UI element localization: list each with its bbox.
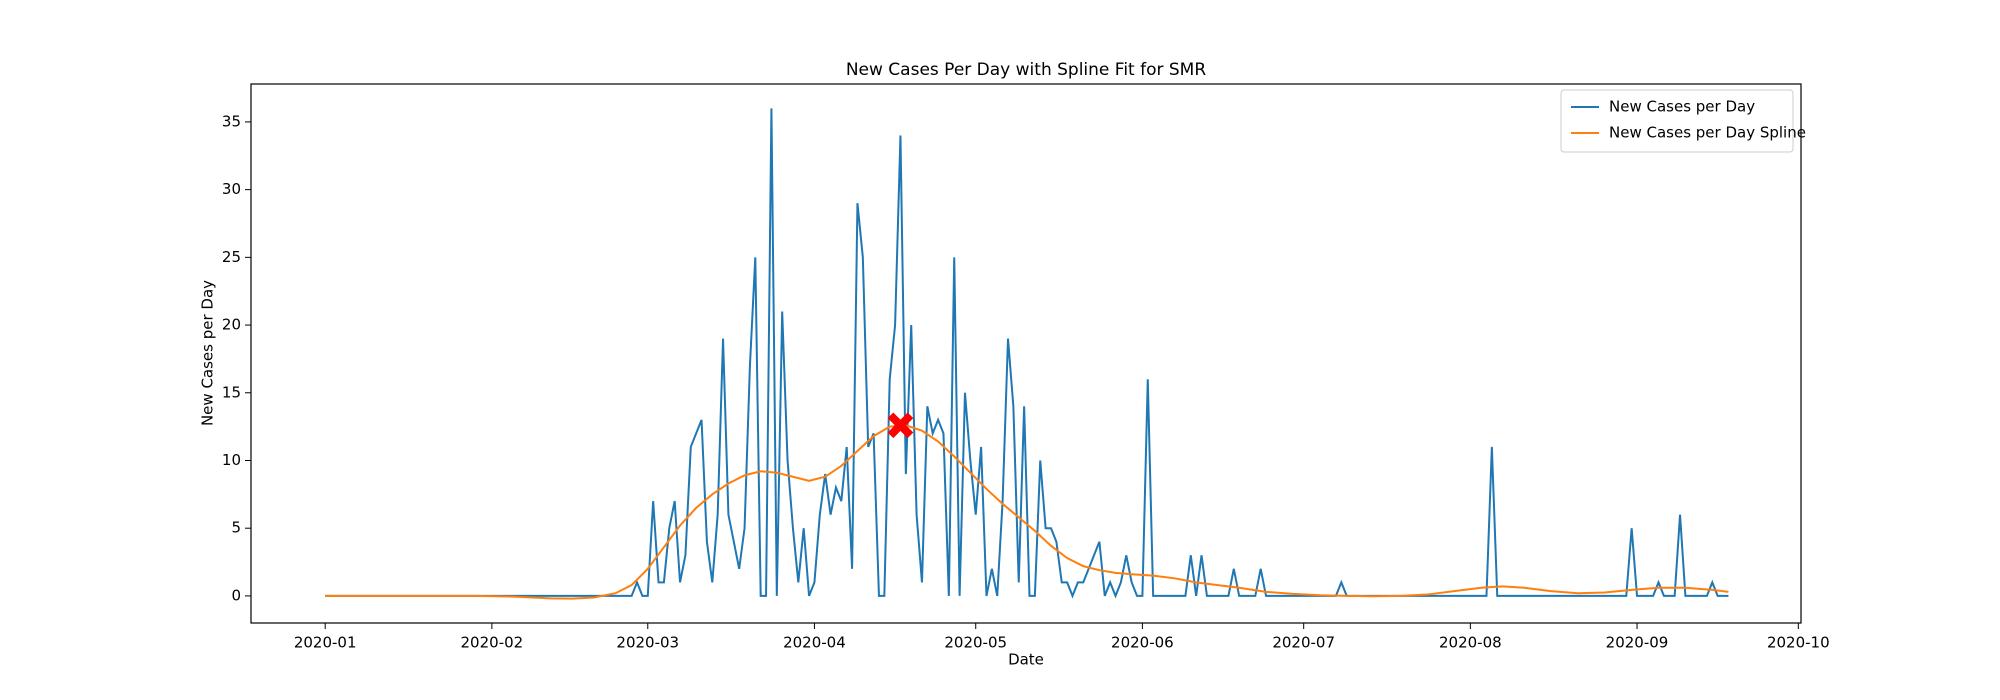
y-tick-label: 30 [222,180,241,198]
legend-label: New Cases per Day Spline [1609,124,1806,142]
y-tick-label: 0 [231,586,241,604]
plot-frame [250,83,1802,624]
x-tick-label: 2020-05 [944,634,1007,652]
x-tick-label: 2020-01 [294,634,357,652]
peak-marker [887,412,914,439]
x-tick-label: 2020-09 [1606,634,1669,652]
x-axis-label: Date [1008,651,1044,669]
x-tick-label: 2020-06 [1111,634,1174,652]
legend-label: New Cases per Day [1609,98,1755,116]
chart-title: New Cases Per Day with Spline Fit for SM… [846,60,1207,80]
y-tick-label: 25 [222,248,241,266]
y-tick-label: 10 [222,451,241,469]
legend-box [1560,89,1794,153]
x-tick-label: 2020-10 [1767,634,1830,652]
y-tick-label: 35 [222,112,241,130]
data-line [325,108,1729,599]
x-tick-label: 2020-08 [1439,634,1502,652]
x-tick-label: 2020-07 [1272,634,1335,652]
y-axis-label: New Cases per Day [199,280,217,426]
x-tick-label: 2020-03 [616,634,679,652]
y-tick-label: 5 [231,519,241,537]
data-line [325,424,1729,600]
x-tick-label: 2020-02 [461,634,524,652]
y-tick-label: 20 [222,316,241,334]
y-tick-label: 15 [222,383,241,401]
x-tick-label: 2020-04 [783,634,846,652]
